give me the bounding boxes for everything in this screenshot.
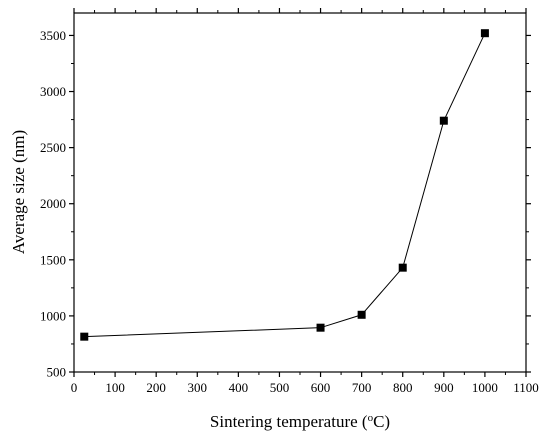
- data-point-marker: [480, 29, 489, 38]
- x-tick-label: 300: [188, 380, 208, 395]
- y-tick-label: 2000: [40, 196, 66, 211]
- x-axis-ticks: 0 100 200 300 400 500 600 700 800 900 1000 1100: [71, 8, 539, 395]
- x-axis-title: Sintering temperature (oC): [210, 412, 390, 431]
- x-tick-label: 500: [270, 380, 290, 395]
- data-point-marker: [316, 323, 325, 332]
- data-series: [80, 29, 489, 341]
- x-axis-title-text: Sintering temperature (: [210, 412, 368, 431]
- y-tick-label: 2500: [40, 140, 66, 155]
- x-tick-label: 0: [71, 380, 78, 395]
- x-axis-title-unit: C): [373, 412, 390, 431]
- y-tick-label: 3000: [40, 84, 66, 99]
- data-point-marker: [398, 263, 407, 272]
- x-tick-label: 1000: [472, 380, 498, 395]
- x-tick-label: 400: [229, 380, 249, 395]
- x-tick-label: 200: [146, 380, 166, 395]
- x-tick-label: 600: [311, 380, 331, 395]
- y-tick-label: 1500: [40, 252, 66, 267]
- x-tick-label: 700: [352, 380, 372, 395]
- data-point-marker: [357, 310, 366, 319]
- series-line: [84, 32, 486, 338]
- x-tick-label: 800: [393, 380, 413, 395]
- plot-frame: [73, 12, 527, 373]
- x-tick-label: 100: [105, 380, 125, 395]
- x-axis-title-superscript: o: [368, 412, 374, 424]
- y-tick-label: 1000: [40, 308, 66, 323]
- data-point-marker: [439, 116, 448, 125]
- x-tick-label: 1100: [513, 380, 539, 395]
- y-tick-label: 3500: [40, 28, 66, 43]
- y-axis-ticks: 500 1000 1500 2000 2500 3000 3500: [40, 28, 531, 380]
- y-axis-title: Average size (nm): [9, 130, 28, 254]
- data-point-marker: [80, 332, 89, 341]
- x-tick-label: 900: [434, 380, 454, 395]
- y-tick-label: 500: [47, 365, 67, 380]
